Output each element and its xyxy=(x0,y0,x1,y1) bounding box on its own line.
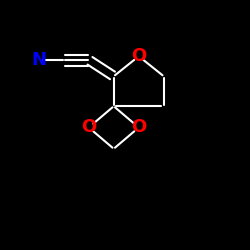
Text: O: O xyxy=(131,47,146,65)
Text: O: O xyxy=(81,118,96,136)
Text: N: N xyxy=(31,51,46,69)
Text: O: O xyxy=(131,118,146,136)
